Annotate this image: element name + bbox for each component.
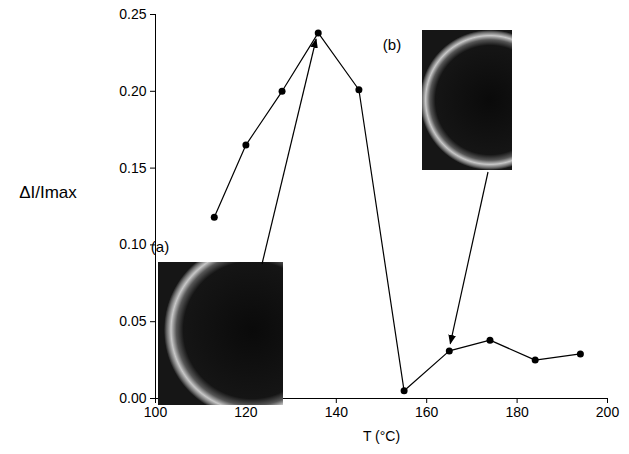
svg-text:200: 200 <box>596 404 620 420</box>
svg-text:120: 120 <box>234 404 258 420</box>
svg-text:(a): (a) <box>151 238 169 255</box>
svg-text:100: 100 <box>144 404 168 420</box>
svg-text:0.15: 0.15 <box>119 160 146 176</box>
svg-text:0.00: 0.00 <box>119 390 146 406</box>
svg-text:(b): (b) <box>383 36 401 53</box>
svg-text:180: 180 <box>505 404 529 420</box>
svg-text:0.20: 0.20 <box>119 83 146 99</box>
svg-text:160: 160 <box>415 404 439 420</box>
svg-text:T (°C): T (°C) <box>363 428 400 444</box>
svg-text:140: 140 <box>325 404 349 420</box>
svg-text:0.10: 0.10 <box>119 236 146 252</box>
svg-text:0.05: 0.05 <box>119 313 146 329</box>
svg-text:0.25: 0.25 <box>119 6 146 22</box>
svg-text:ΔI/Imax: ΔI/Imax <box>19 183 77 202</box>
